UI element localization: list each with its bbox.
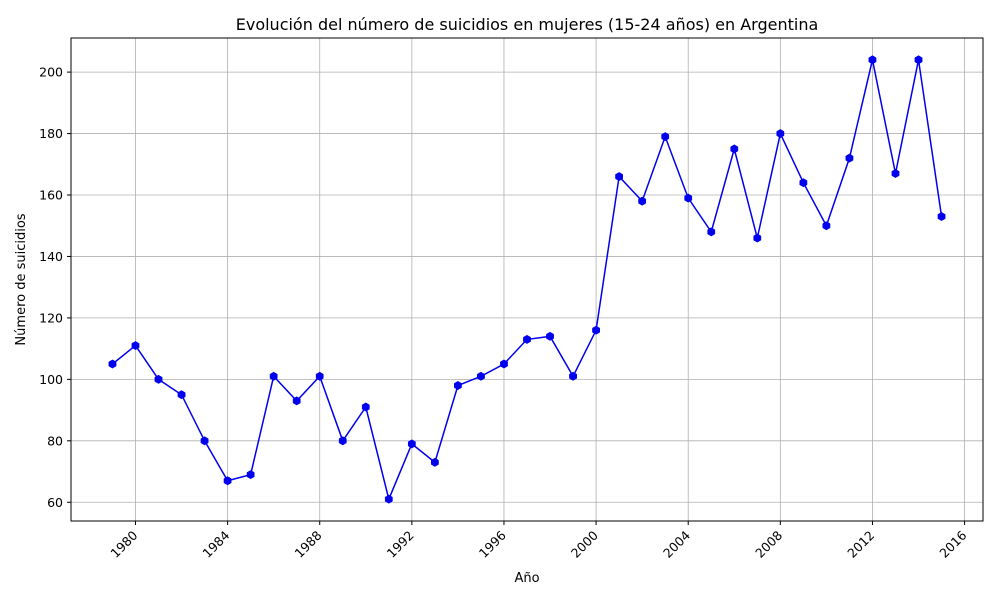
data-point [546, 331, 554, 341]
y-tick-label: 80 [47, 433, 63, 448]
data-point [615, 172, 624, 182]
data-point [845, 153, 854, 163]
x-tick-label: 2004 [660, 528, 693, 561]
x-tick-label: 1988 [292, 528, 325, 561]
y-tick-label: 60 [47, 495, 63, 510]
series-layer [108, 55, 946, 504]
data-point [776, 129, 785, 139]
x-axis-label: Año [514, 571, 539, 586]
y-tick-label: 100 [39, 372, 63, 387]
y-tick-label: 180 [39, 126, 63, 141]
data-point [315, 371, 324, 381]
data-point [937, 212, 946, 221]
x-tick-label: 2012 [844, 528, 877, 561]
data-point [361, 402, 370, 412]
data-point [730, 144, 739, 154]
data-point [154, 374, 163, 384]
data-point [246, 470, 255, 480]
data-point [799, 178, 808, 188]
data-point [891, 169, 900, 178]
plot-frame [70, 37, 984, 522]
data-point [223, 476, 232, 486]
data-point [592, 325, 600, 335]
data-point [108, 359, 117, 369]
data-point [177, 390, 186, 400]
x-tick-label: 2000 [568, 528, 601, 561]
data-point [868, 55, 877, 65]
y-tick-label: 140 [39, 249, 63, 264]
x-tick-label: 1980 [107, 528, 140, 561]
y-tick-label: 200 [39, 65, 63, 80]
chart-title: Evolución del número de suicidios en muj… [236, 15, 819, 34]
data-point [292, 396, 301, 406]
data-point [523, 334, 531, 344]
series-line [111, 59, 943, 502]
data-point [269, 371, 278, 381]
data-point [338, 436, 347, 446]
data-point [753, 233, 762, 243]
data-point [914, 55, 923, 65]
data-point [131, 341, 140, 351]
data-point [569, 371, 577, 381]
data-point [684, 193, 693, 203]
data-point [407, 439, 416, 449]
x-tick-label: 1996 [476, 528, 509, 561]
x-tick-label: 1984 [199, 528, 232, 561]
data-point [454, 381, 462, 390]
data-point [661, 132, 670, 142]
x-tick-label: 1992 [384, 528, 417, 561]
grid-layer [71, 38, 983, 521]
x-tick-label: 2016 [936, 528, 969, 561]
data-point [200, 436, 209, 446]
y-tick-label: 120 [39, 310, 63, 325]
data-point [822, 221, 831, 231]
data-point [500, 359, 508, 369]
data-point [638, 196, 647, 206]
x-tick-label: 2008 [752, 528, 785, 561]
data-point [384, 494, 393, 504]
data-point [477, 371, 485, 381]
data-point [707, 227, 716, 237]
data-point [430, 457, 439, 467]
y-axis-label: Número de suicidios [14, 213, 29, 345]
y-tick-label: 160 [39, 188, 63, 203]
